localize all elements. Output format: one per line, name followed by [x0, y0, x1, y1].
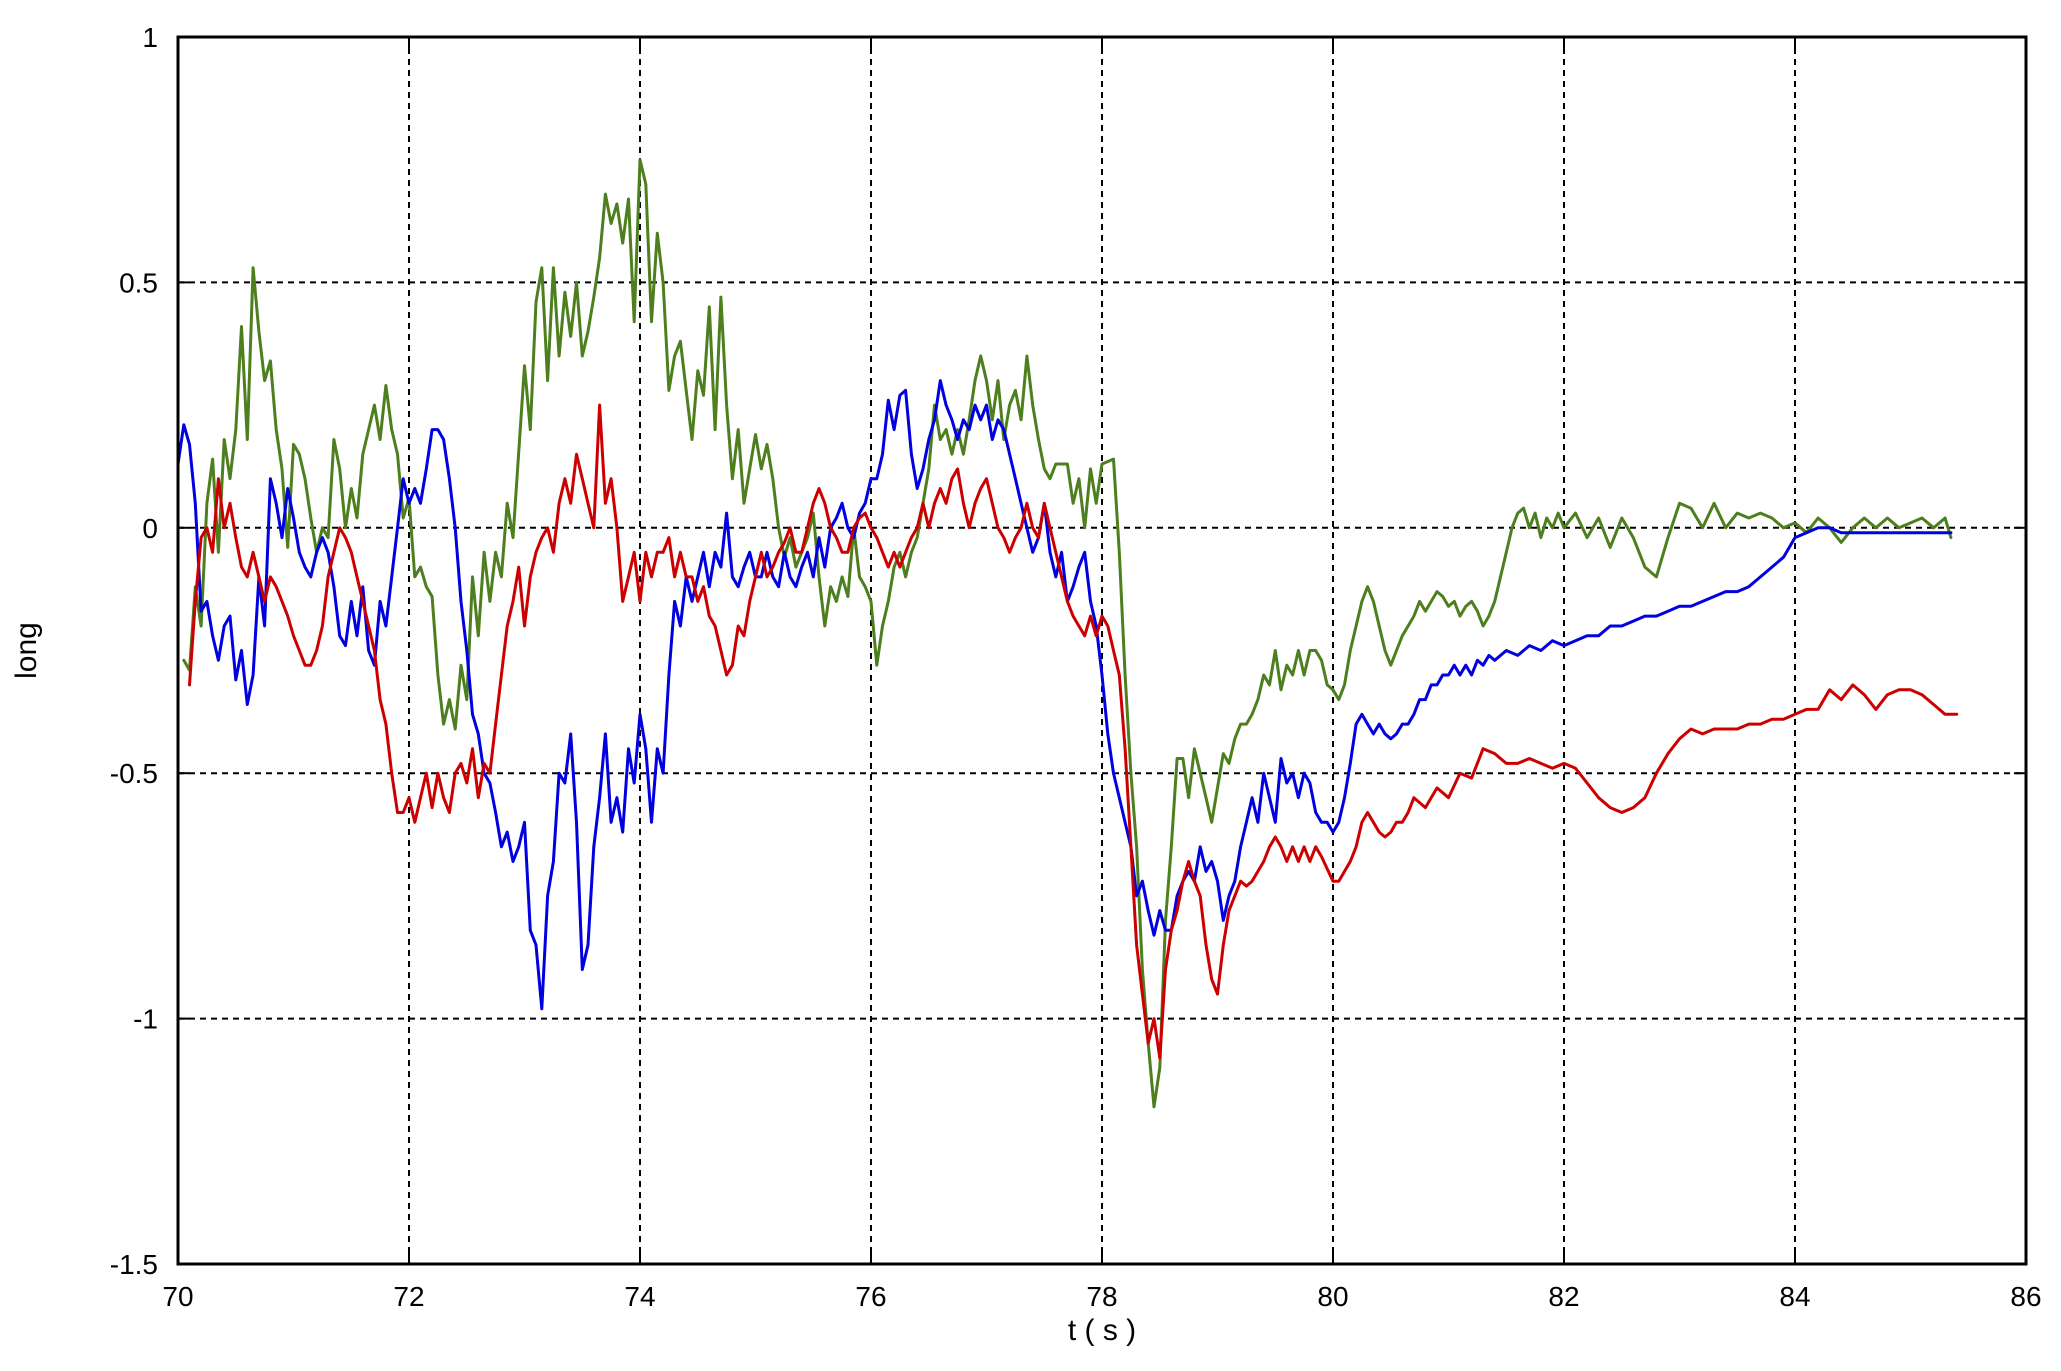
x-axis-ticks: 70 72 74 76 78 80 82 84 86: [162, 37, 2042, 1312]
x-tick-label-2: 74: [624, 1281, 655, 1312]
y-tick-label-1: 0.5: [119, 267, 158, 298]
x-tick-label-8: 86: [2010, 1281, 2041, 1312]
x-tick-label-1: 72: [393, 1281, 424, 1312]
y-axis-label: long: [10, 622, 43, 679]
x-tick-label-5: 80: [1317, 1281, 1348, 1312]
y-tick-label-2: 0: [142, 513, 158, 544]
grid: [178, 37, 2026, 1264]
series-line-2: [176, 379, 1953, 1011]
x-tick-label-3: 76: [855, 1281, 886, 1312]
x-tick-label-6: 82: [1548, 1281, 1579, 1312]
y-tick-label-4: -1: [133, 1004, 158, 1035]
y-axis-ticks: 1 0.5 0 -0.5 -1 -1.5: [110, 22, 2026, 1280]
y-tick-label-0: 1: [142, 22, 158, 53]
x-tick-label-4: 78: [1086, 1281, 1117, 1312]
series-line-3: [188, 403, 1959, 1060]
series-group: [176, 158, 1959, 1109]
x-tick-label-0: 70: [162, 1281, 193, 1312]
x-axis-label: t ( s ): [1068, 1314, 1136, 1347]
series-line-1: [182, 158, 1953, 1109]
y-tick-label-3: -0.5: [110, 758, 158, 789]
y-tick-label-5: -1.5: [110, 1249, 158, 1280]
x-tick-label-7: 84: [1779, 1281, 1810, 1312]
